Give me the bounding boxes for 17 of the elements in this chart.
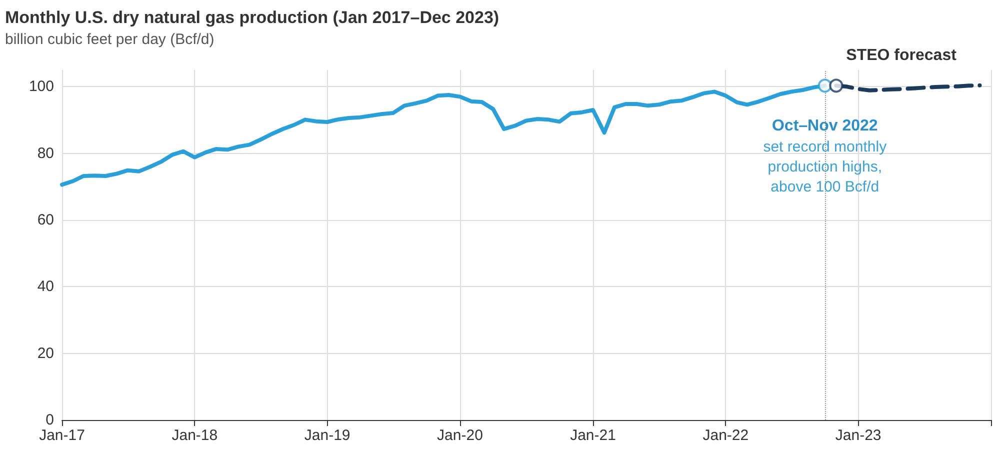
y-tick-label: 20 — [37, 344, 54, 362]
y-tick-label: 80 — [37, 144, 54, 162]
x-tick-label: Jan-19 — [304, 427, 350, 444]
y-axis-title: billion cubic feet per day (Bcf/d) — [5, 31, 214, 48]
y-tick-label: 100 — [28, 78, 54, 96]
x-tick-label: Jan-22 — [702, 427, 749, 444]
series-label: STEO forecast — [846, 47, 958, 64]
x-tick-label: Jan-23 — [835, 427, 882, 444]
chart-title: Monthly U.S. dry natural gas production (Jan 2017–Dec 2023) — [5, 8, 500, 27]
y-tick-label: 60 — [37, 212, 54, 228]
annotation: Oct–Nov 2022 set record monthly production highs, above 100 Bcf/d — [763, 118, 888, 196]
y-tick-label: 0 — [46, 412, 54, 428]
x-tick-label: Jan-17 — [39, 427, 85, 444]
x-tick-label: Jan-20 — [437, 427, 483, 444]
x-tick-label: Jan-18 — [172, 427, 218, 444]
x-tick-label: Jan-21 — [570, 427, 616, 444]
y-tick-label: 40 — [37, 278, 54, 296]
